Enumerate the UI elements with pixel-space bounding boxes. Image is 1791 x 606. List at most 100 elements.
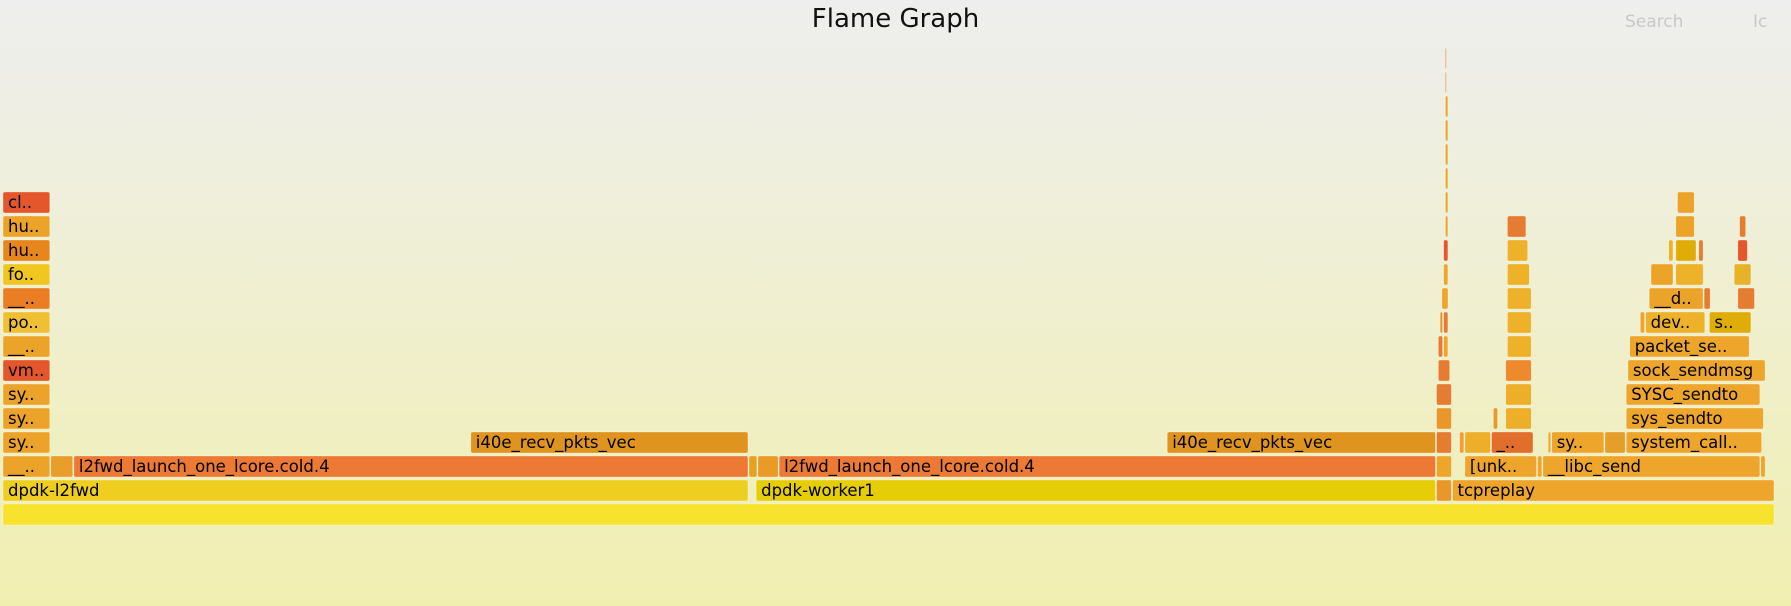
flame-frame[interactable]: SYSC_sendto — [1625, 383, 1761, 406]
flame-frame[interactable] — [1547, 431, 1551, 454]
frame-rect[interactable] — [1650, 263, 1674, 286]
flame-frame[interactable]: __.. — [2, 335, 51, 358]
frame-rect[interactable] — [1625, 407, 1764, 430]
flame-frame[interactable] — [1675, 215, 1695, 238]
frame-rect[interactable] — [757, 455, 779, 478]
flame-frame[interactable] — [1703, 287, 1711, 310]
flame-frame[interactable]: dpdk-worker1 — [755, 479, 1436, 502]
flame-frame[interactable] — [1441, 287, 1449, 310]
frame-rect[interactable] — [1459, 431, 1465, 454]
flame-frame[interactable] — [1445, 191, 1449, 214]
frame-rect[interactable] — [1452, 479, 1775, 502]
flame-frame[interactable] — [1443, 263, 1449, 286]
flame-frame[interactable] — [1438, 335, 1443, 358]
flame-frame[interactable]: sys_sendto — [1625, 407, 1764, 430]
flame-frame[interactable] — [1737, 287, 1755, 310]
flame-frame[interactable]: l2fwd_launch_one_lcore.cold.4 — [73, 455, 749, 478]
flame-frame[interactable] — [1445, 71, 1447, 94]
frame-rect[interactable] — [1733, 263, 1752, 286]
frame-rect[interactable] — [1507, 263, 1530, 286]
frame-rect[interactable] — [778, 455, 1436, 478]
frame-rect[interactable] — [1464, 431, 1491, 454]
flame-frame[interactable]: sy.. — [2, 383, 51, 406]
flame-frame[interactable] — [1438, 359, 1451, 382]
frame-rect[interactable] — [1625, 431, 1762, 454]
frame-rect[interactable] — [1507, 287, 1532, 310]
flame-frame[interactable] — [1507, 287, 1532, 310]
frame-rect[interactable] — [1625, 383, 1761, 406]
flame-frame[interactable]: cl.. — [2, 191, 51, 214]
flame-frame[interactable]: l2fwd_launch_one_lcore.cold.4 — [778, 455, 1436, 478]
frame-rect[interactable] — [1645, 311, 1706, 334]
frame-rect[interactable] — [1491, 431, 1534, 454]
frame-rect[interactable] — [1445, 119, 1449, 142]
flame-frame[interactable]: fo.. — [2, 263, 51, 286]
flame-frame[interactable]: sy.. — [1551, 431, 1605, 454]
frame-rect[interactable] — [73, 455, 749, 478]
frame-rect[interactable] — [1537, 455, 1543, 478]
flame-frame[interactable]: tcpreplay — [1452, 479, 1775, 502]
flame-frame[interactable]: i40e_recv_pkts_vec — [1166, 431, 1436, 454]
frame-rect[interactable] — [1737, 287, 1755, 310]
frame-rect[interactable] — [1464, 455, 1537, 478]
frame-rect[interactable] — [1443, 263, 1449, 286]
frame-rect[interactable] — [1505, 407, 1532, 430]
flame-frame[interactable] — [1698, 239, 1704, 262]
flame-frame[interactable] — [1604, 431, 1626, 454]
flame-frame[interactable]: __.. — [2, 287, 51, 310]
frame-rect[interactable] — [2, 311, 51, 334]
flame-frame[interactable] — [1436, 407, 1452, 430]
frame-rect[interactable] — [1629, 335, 1750, 358]
flame-frame[interactable] — [1459, 431, 1465, 454]
frame-rect[interactable] — [2, 431, 51, 454]
frame-rect[interactable] — [1445, 95, 1449, 118]
frame-rect[interactable] — [1505, 383, 1532, 406]
flame-frame[interactable]: system_call.. — [1625, 431, 1762, 454]
frame-rect[interactable] — [2, 215, 51, 238]
flame-frame[interactable] — [50, 455, 74, 478]
flame-frame[interactable] — [1537, 455, 1543, 478]
flame-frame[interactable] — [1436, 479, 1452, 502]
frame-rect[interactable] — [2, 287, 51, 310]
flame-frame[interactable] — [1445, 119, 1449, 142]
frame-rect[interactable] — [1443, 239, 1449, 262]
flame-frame[interactable] — [748, 455, 758, 478]
ignore-case-toggle[interactable]: Ic — [1753, 12, 1768, 32]
frame-rect[interactable] — [1439, 311, 1443, 334]
flame-frame[interactable] — [1445, 47, 1447, 70]
flame-frame[interactable]: dpdk-l2fwd — [2, 479, 749, 502]
flame-frame[interactable] — [1675, 239, 1697, 262]
flame-frame[interactable] — [1677, 191, 1695, 214]
frame-rect[interactable] — [2, 407, 51, 430]
frame-rect[interactable] — [2, 455, 51, 478]
frame-rect[interactable] — [1441, 287, 1449, 310]
flame-frame[interactable] — [1443, 311, 1449, 334]
flame-frame[interactable] — [1464, 431, 1491, 454]
frame-rect[interactable] — [1436, 383, 1452, 406]
flame-frame[interactable] — [1439, 311, 1443, 334]
frame-rect[interactable] — [1436, 455, 1452, 478]
frame-rect[interactable] — [1493, 407, 1498, 430]
frame-rect[interactable] — [1445, 167, 1449, 190]
frame-rect[interactable] — [1668, 239, 1674, 262]
flame-frame[interactable] — [1436, 455, 1452, 478]
frame-rect[interactable] — [2, 383, 51, 406]
flame-frame[interactable]: sy.. — [2, 431, 51, 454]
frame-rect[interactable] — [1505, 359, 1532, 382]
flame-frame[interactable]: s.. — [1709, 311, 1752, 334]
frame-rect[interactable] — [1507, 215, 1527, 238]
frame-rect[interactable] — [1760, 455, 1766, 478]
flame-frame[interactable] — [1443, 239, 1449, 262]
flame-frame[interactable]: packet_se.. — [1629, 335, 1750, 358]
frame-rect[interactable] — [1445, 47, 1447, 70]
frame-rect[interactable] — [1737, 239, 1748, 262]
flame-frame[interactable] — [1493, 407, 1498, 430]
frame-rect[interactable] — [50, 455, 74, 478]
frame-rect[interactable] — [1627, 359, 1766, 382]
flame-frame[interactable] — [1760, 455, 1766, 478]
frame-rect[interactable] — [1703, 287, 1711, 310]
flame-frame[interactable] — [1445, 95, 1449, 118]
flame-frame[interactable]: po.. — [2, 311, 51, 334]
flame-frame[interactable]: hu.. — [2, 215, 51, 238]
flame-frame[interactable] — [1507, 239, 1529, 262]
